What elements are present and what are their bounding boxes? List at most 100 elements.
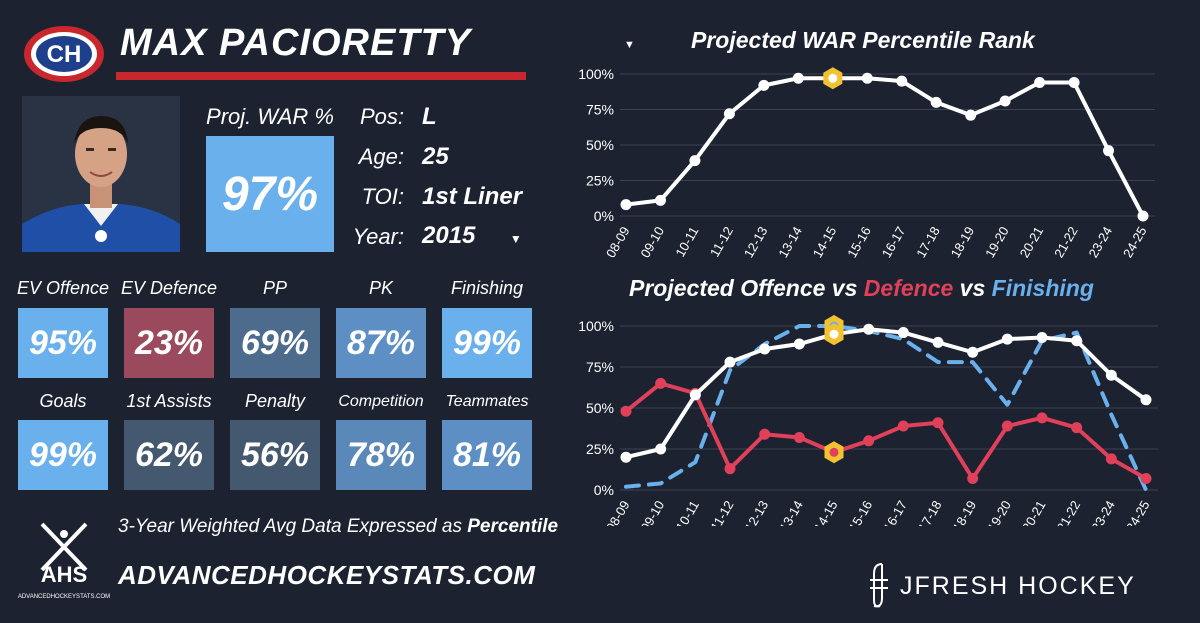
data-point-defence	[863, 435, 875, 447]
data-caption-emphasis: Percentile	[467, 516, 559, 537]
data-point-offence	[897, 327, 909, 339]
odf-chart-title: Projected Offence vs Defence vs Finishin…	[629, 275, 1094, 301]
tile-goals: 99%	[18, 420, 108, 490]
y-tick-label: 75%	[586, 359, 614, 375]
tile-pp: 69%	[230, 308, 320, 378]
data-point-war	[930, 96, 942, 108]
data-point-defence	[1105, 453, 1117, 465]
data-point-defence	[1036, 412, 1048, 424]
x-tick-label: 13-14	[776, 498, 806, 526]
x-tick-label: 11-12	[707, 224, 736, 259]
data-point-war	[861, 72, 873, 84]
x-tick-label: 20-21	[1017, 224, 1047, 260]
tile-finishing: 99%	[442, 308, 532, 378]
x-tick-label: 21-22	[1051, 224, 1081, 260]
tile-label-competition: Competition	[338, 393, 424, 410]
x-tick-label: 18-19	[950, 498, 980, 526]
data-point-defence	[1071, 422, 1083, 434]
x-tick-label: 20-21	[1019, 498, 1049, 526]
tile-label-penalty: Penalty	[244, 391, 306, 411]
tile-label-pk: PK	[368, 278, 393, 298]
data-point-war	[1103, 145, 1115, 157]
age-value: 25	[422, 143, 449, 170]
data-point-defence	[724, 463, 736, 475]
data-caption-text: 3-Year Weighted Avg Data Expressed as	[118, 516, 468, 537]
x-tick-label: 17-18	[915, 498, 945, 526]
x-tick-label: 24-25	[1120, 224, 1150, 260]
tile-label-goals: Goals	[39, 391, 87, 411]
chevron-down-icon: ▼	[509, 232, 522, 246]
x-tick-label: 14-15	[811, 498, 841, 526]
data-point-war	[792, 72, 804, 84]
tile-label-pp: PP	[262, 278, 287, 298]
x-tick-label: 16-17	[879, 224, 909, 260]
series-line-offence	[624, 327, 1148, 460]
tile-teammates: 81%	[442, 420, 532, 490]
y-tick-label: 50%	[586, 400, 614, 416]
jfresh-logo: JFRESH HOCKEY	[870, 563, 1134, 608]
title-part-vs: vs	[953, 275, 991, 301]
tile-label-ev-defence: EV Defence	[120, 278, 218, 298]
y-tick-label: 75%	[586, 102, 614, 118]
data-point-offence	[932, 336, 944, 348]
chart-menu-icon[interactable]: ▼	[624, 39, 635, 51]
data-point-war	[896, 75, 908, 87]
series-line-finishing	[624, 324, 1148, 492]
tile-label-finishing: Finishing	[450, 278, 524, 298]
proj-war-value: 97%	[206, 136, 334, 252]
x-tick-label: 21-22	[1054, 498, 1084, 526]
y-tick-label: 100%	[578, 318, 614, 334]
data-point-offence	[1071, 335, 1083, 347]
tile-ev-defence: 23%	[124, 308, 214, 378]
ahs-logo-subtext: ADVANCEDHOCKEYSTATS.COM	[18, 594, 110, 600]
x-tick-label: 12-13	[742, 498, 772, 526]
x-tick-label: 09-10	[638, 498, 668, 526]
x-tick-label: 16-17	[880, 498, 910, 526]
x-tick-label: 08-09	[603, 224, 633, 260]
year-value: 2015	[422, 222, 476, 249]
proj-war-label: Proj. WAR %	[206, 104, 334, 129]
tile-ev-offence: 95%	[18, 308, 108, 378]
tile-label-ev-offence: EV Offence	[16, 278, 110, 298]
player-name: MAX PACIORETTY	[120, 22, 472, 64]
data-point-war	[654, 194, 666, 206]
x-tick-label: 10-11	[672, 224, 701, 259]
data-point-offence	[967, 346, 979, 358]
toi-value: 1st Liner	[422, 183, 523, 210]
x-tick-label: 15-16	[844, 224, 874, 260]
data-point-defence	[932, 417, 944, 429]
data-point-defence	[897, 420, 909, 432]
tile-1st-assists: 62%	[124, 420, 214, 490]
x-tick-label: 13-14	[775, 224, 805, 260]
data-point-offence	[759, 343, 771, 355]
title-part-finishing: Finishing	[992, 275, 1094, 301]
x-tick-label: 19-20	[984, 498, 1014, 526]
data-point-defence	[655, 377, 667, 389]
toi-label: TOI:	[361, 184, 404, 209]
data-point-offence	[689, 389, 701, 401]
y-tick-label: 0%	[594, 208, 614, 224]
ahs-logo: AHS ADVANCEDHOCKEYSTATS.COM	[18, 522, 110, 600]
offence-defence-finishing-chart: Projected Offence vs Defence vs Finishin…	[578, 275, 1158, 526]
x-tick-label: 23-24	[1086, 224, 1116, 260]
data-point-war	[723, 108, 735, 120]
series-line-defence	[624, 381, 1148, 481]
tile-label-teammates: Teammates	[445, 393, 529, 410]
data-point-offence	[863, 323, 875, 335]
data-point-defence	[759, 428, 771, 440]
data-point-defence	[620, 405, 632, 417]
y-tick-label: 25%	[586, 173, 614, 189]
x-tick-label: 12-13	[741, 224, 771, 260]
data-point-offence	[724, 356, 736, 368]
highlight-point-inner-defence	[829, 447, 839, 457]
player-photo	[22, 96, 180, 252]
x-tick-label: 09-10	[637, 224, 667, 260]
data-point-defence	[967, 473, 979, 485]
tile-label-1st-assists: 1st Assists	[126, 391, 212, 411]
age-label: Age:	[358, 144, 404, 169]
year-select[interactable]: 2015 ▼	[422, 222, 522, 250]
data-point-offence	[1140, 394, 1152, 406]
x-tick-label: 18-19	[948, 224, 978, 260]
series-line-war	[624, 76, 1145, 218]
x-tick-label: 11-12	[707, 498, 736, 526]
